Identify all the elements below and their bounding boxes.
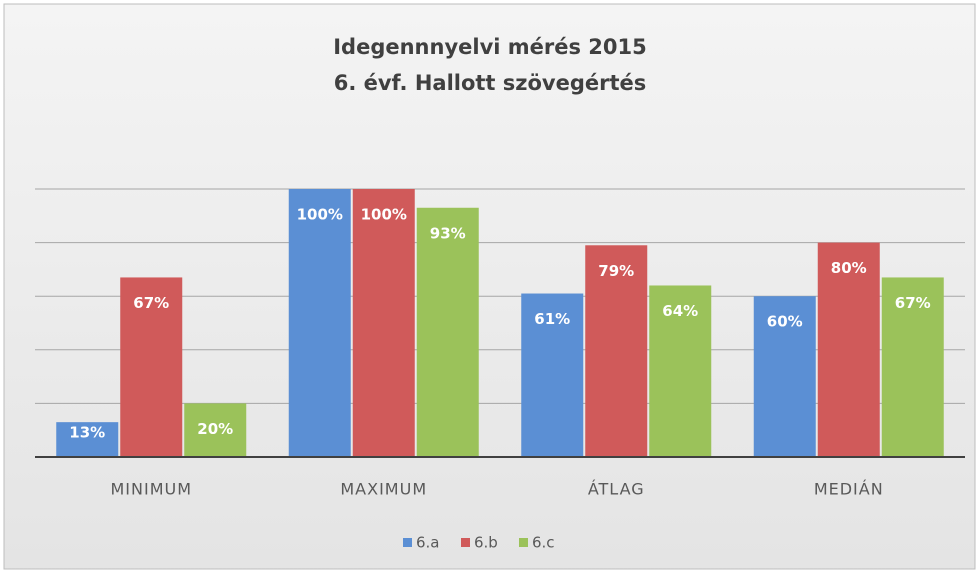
legend-label: 6.c (532, 534, 555, 552)
chart-title: Idegennnyelvi mérés 2015 (333, 35, 647, 59)
data-label: 93% (430, 224, 466, 242)
x-tick-label: ÁTLAG (588, 480, 645, 499)
bar (120, 277, 183, 457)
data-label: 100% (297, 206, 343, 224)
bar (753, 296, 816, 457)
data-label: 61% (534, 310, 570, 328)
legend-label: 6.b (474, 534, 498, 552)
legend-swatch (519, 538, 528, 547)
data-label: 80% (831, 259, 867, 277)
data-label: 100% (361, 206, 407, 224)
legend-swatch (461, 538, 470, 547)
chart-subtitle: 6. évf. Hallott szövegértés (334, 71, 647, 95)
x-tick-label: MAXIMUM (340, 480, 427, 499)
bar (56, 422, 119, 457)
data-label: 64% (662, 302, 698, 320)
bar (288, 189, 351, 457)
legend-swatch (403, 538, 412, 547)
data-label: 67% (895, 294, 931, 312)
legend-label: 6.a (416, 534, 440, 552)
data-label: 20% (197, 420, 233, 438)
bar (352, 189, 415, 457)
data-label: 13% (69, 424, 105, 442)
data-label: 60% (767, 313, 803, 331)
bar (817, 242, 880, 457)
x-tick-label: MINIMUM (110, 480, 192, 499)
bar (416, 207, 479, 457)
data-label: 67% (133, 294, 169, 312)
bar (184, 403, 247, 457)
bar (521, 293, 584, 457)
bar (649, 285, 712, 457)
data-label: 79% (598, 262, 634, 280)
x-tick-label: MEDIÁN (814, 480, 884, 499)
bar (881, 277, 944, 457)
bar (585, 245, 648, 457)
